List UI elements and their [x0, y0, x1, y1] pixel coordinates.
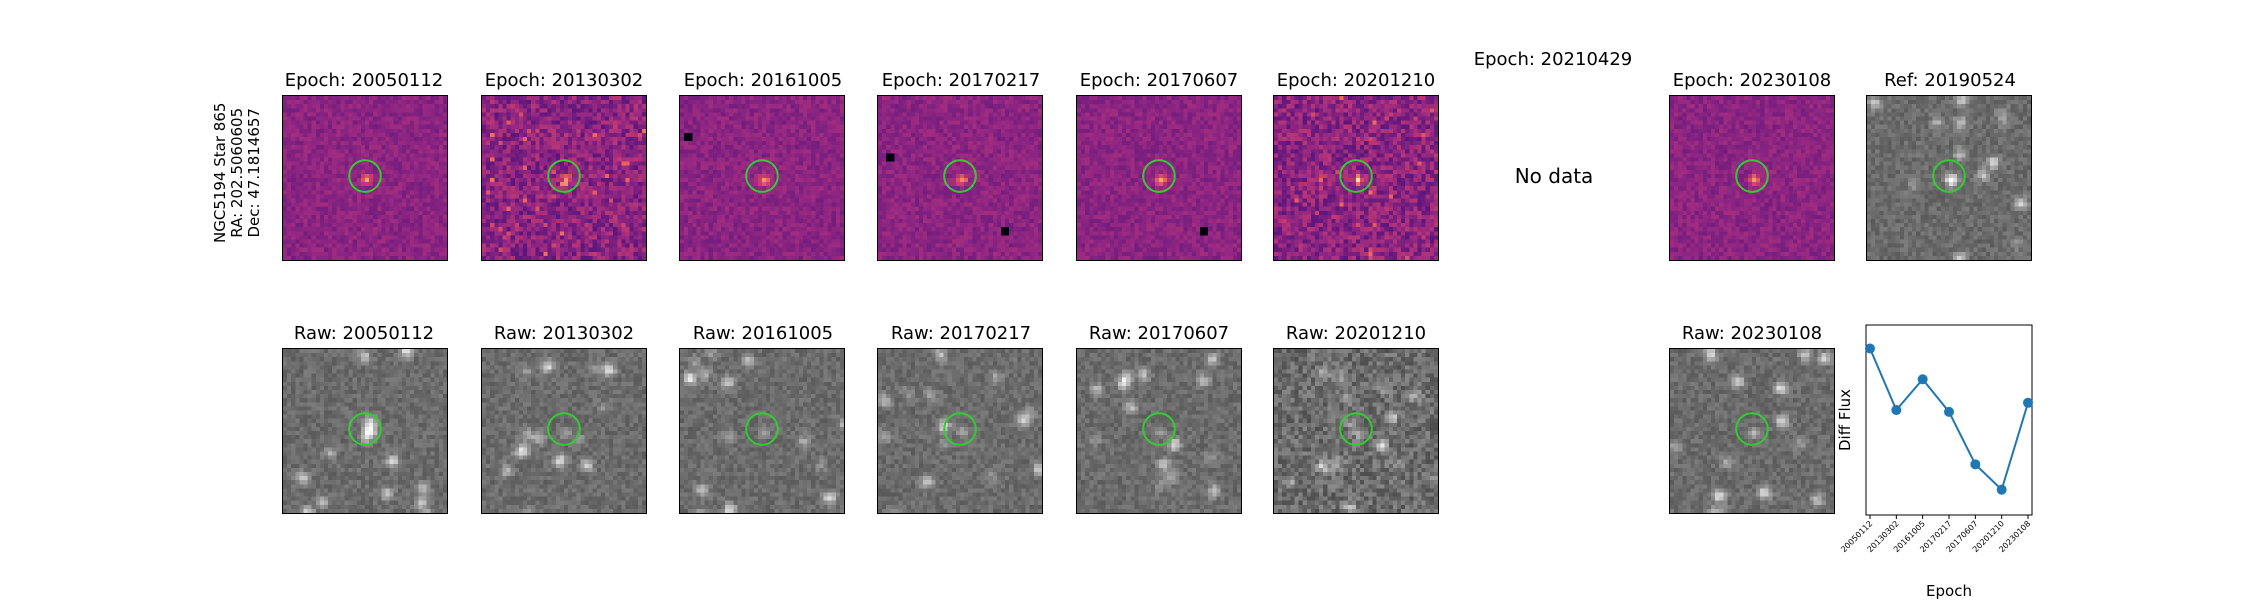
target-circle-icon: [1735, 159, 1769, 193]
raw-title-1: Raw: 20050112: [293, 323, 435, 344]
diff-panel-4: [877, 95, 1043, 261]
target-circle-icon: [943, 412, 977, 446]
diff-title-5: Epoch: 20170607: [1079, 70, 1239, 91]
target-ra: RA: 202.5060605: [228, 107, 246, 238]
raw-panel-7: [1669, 348, 1835, 514]
diff-panel-8: [1669, 95, 1835, 261]
target-circle-icon: [547, 412, 581, 446]
raw-title-4: Raw: 20170217: [890, 323, 1032, 344]
target-circle-icon: [745, 412, 779, 446]
diff-title-8: Epoch: 20230108: [1672, 70, 1832, 91]
target-circle-icon: [943, 159, 977, 193]
target-circle-icon: [547, 159, 581, 193]
raw-title-5: Raw: 20170607: [1088, 323, 1230, 344]
raw-panel-5: [1076, 348, 1242, 514]
ref-panel: [1866, 95, 2032, 261]
target-circle-icon: [1339, 412, 1373, 446]
target-circle-icon: [745, 159, 779, 193]
target-name: NGC5194 Star 865: [211, 102, 229, 243]
raw-panel-2: [481, 348, 647, 514]
data-point: [1944, 406, 1954, 417]
data-point: [1865, 343, 1875, 354]
diff-title-1: Epoch: 20050112: [284, 70, 444, 91]
data-point: [2023, 397, 2033, 408]
series-line: [1869, 348, 2029, 492]
target-circle-icon: [348, 412, 382, 446]
target-circle-icon: [1339, 159, 1373, 193]
target-circle-icon: [1932, 159, 1966, 193]
diff-flux-chart: 2005011220130302201610052017021720170607…: [1836, 324, 2033, 600]
diff-panel-5: [1076, 95, 1242, 261]
raw-panel-6: [1273, 348, 1439, 514]
raw-title-7: Raw: 20230108: [1681, 323, 1823, 344]
target-circle-icon: [348, 159, 382, 193]
diff-panel-6: [1273, 95, 1439, 261]
diff-title-7: Epoch: 20210429: [1473, 49, 1633, 70]
target-circle-icon: [1142, 412, 1176, 446]
chart-plot-frame: [1865, 324, 2033, 516]
diff-panel-1: [282, 95, 448, 261]
diff-panel-2: [481, 95, 647, 261]
target-label: NGC5194 Star 865 RA: 202.5060605 Dec: 47…: [211, 102, 263, 243]
diff-title-3: Epoch: 20161005: [683, 70, 843, 91]
target-circle-icon: [1142, 159, 1176, 193]
raw-panel-1: [282, 348, 448, 514]
data-point: [1996, 484, 2007, 495]
chart-y-label: Diff Flux: [1836, 389, 1854, 451]
diff-title-2: Epoch: 20130302: [484, 70, 644, 91]
raw-panel-4: [877, 348, 1043, 514]
raw-panel-3: [679, 348, 845, 514]
target-dec: Dec: 47.1814657: [245, 108, 263, 238]
raw-title-2: Raw: 20130302: [493, 323, 635, 344]
raw-title-3: Raw: 20161005: [692, 323, 834, 344]
raw-title-6: Raw: 20201210: [1285, 323, 1427, 344]
no-data-text: No data: [1514, 164, 1594, 188]
data-point: [1917, 374, 1928, 385]
diff-title-6: Epoch: 20201210: [1276, 70, 1436, 91]
data-point: [1891, 405, 1902, 416]
data-point: [1970, 459, 1981, 470]
ref-title: Ref: 20190524: [1884, 70, 2016, 91]
diff-panel-3: [679, 95, 845, 261]
diff-title-4: Epoch: 20170217: [881, 70, 1041, 91]
chart-x-label: Epoch: [1926, 582, 1972, 600]
target-circle-icon: [1735, 412, 1769, 446]
